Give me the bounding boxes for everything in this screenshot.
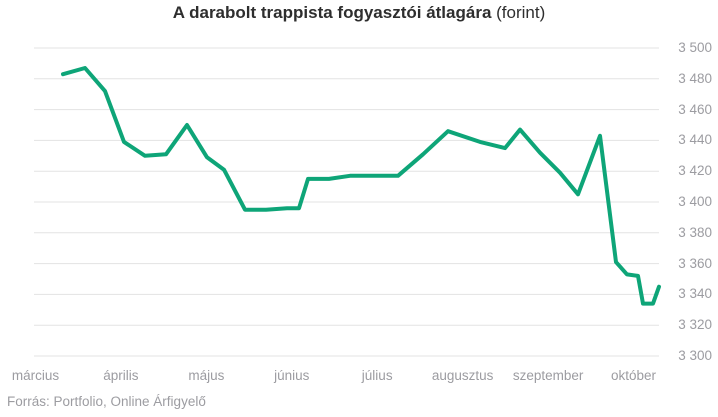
y-axis-tick-label: 3 360 [678,255,712,271]
y-axis-tick-label: 3 320 [678,317,712,333]
y-axis-tick-label: 3 340 [678,286,712,302]
x-axis-month-label: szeptember [512,368,584,383]
y-axis-tick-label: 3 380 [678,224,712,240]
chart-title: A darabolt trappista fogyasztói átlagára… [0,3,718,23]
x-axis-month-label: május [188,368,225,383]
y-axis-tick-label: 3 400 [678,194,712,209]
x-axis-month-label: július [361,368,393,383]
x-axis-month-label: április [103,368,139,383]
x-axis-month-label: augusztus [431,368,494,383]
x-axis-month-label: március [11,368,60,383]
y-axis-tick-label: 3 460 [678,101,712,117]
chart-title-unit: (forint) [491,3,546,22]
x-axis-month-label: október [610,368,657,383]
y-axis-tick-label: 3 440 [678,132,712,148]
chart-title-main: A darabolt trappista fogyasztói átlagára [172,3,492,22]
price-line [61,66,661,306]
y-axis-tick-label: 3 500 [678,40,712,55]
y-axis-tick-label: 3 420 [678,163,712,179]
x-axis-month-label: június [274,368,310,383]
y-axis-tick-label: 3 300 [678,348,712,363]
source-note: Forrás: Portfolio, Online Árfigyelő [7,394,206,409]
y-axis-tick-label: 3 480 [678,70,712,86]
